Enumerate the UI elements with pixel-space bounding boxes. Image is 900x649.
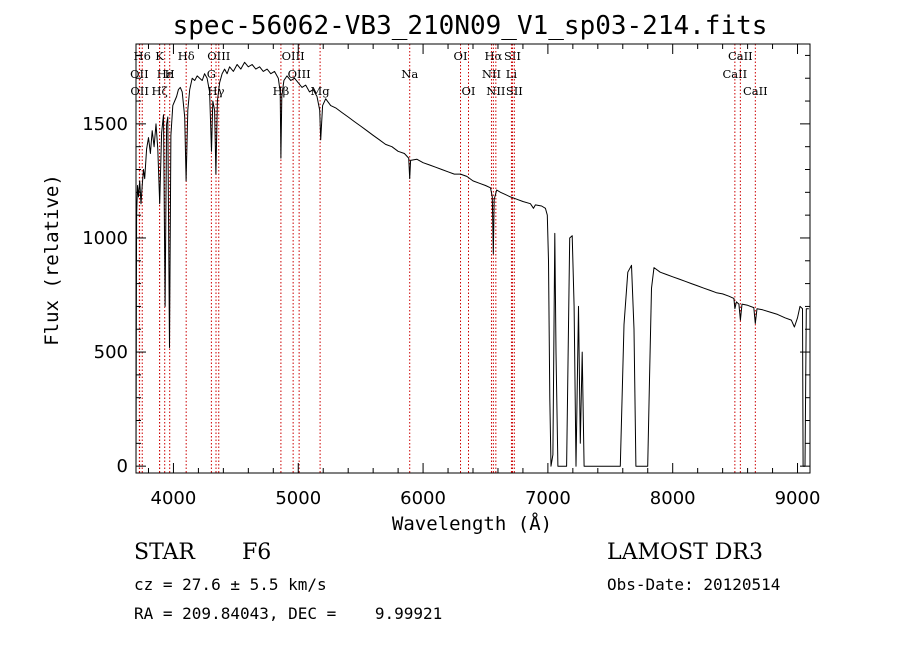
y-axis-label: Flux (relative): [41, 174, 63, 346]
marker-label-0: H6: [134, 49, 151, 63]
coordinates-readout: RA = 209.84043, DEC = 9.99921: [134, 604, 443, 623]
marker-label-15: Na: [401, 67, 418, 81]
marker-label-10: Hγ: [208, 84, 225, 98]
x-tick-label-1: 5000: [275, 488, 321, 509]
y-axis: 0 500 1000 1500: [82, 54, 810, 477]
marker-label-1: OII: [130, 67, 149, 81]
marker-label-17: OI: [462, 84, 476, 98]
y-tick-label-1: 500: [94, 342, 128, 363]
marker-label-21: SII: [504, 49, 521, 63]
marker-label-22: Li: [506, 67, 518, 81]
x-axis: 4000 5000 6000 7000 8000 9000: [147, 44, 821, 509]
x-tick-label-2: 6000: [400, 488, 446, 509]
marker-label-24: CaII: [722, 67, 747, 81]
marker-label-4: H: [165, 67, 175, 81]
x-axis-label: Wavelength (Å): [392, 512, 552, 535]
marker-label-8: G: [207, 67, 216, 81]
x-tick-label-3: 7000: [525, 488, 571, 509]
marker-label-16: OI: [454, 49, 468, 63]
marker-label-6: Hζ: [151, 84, 167, 98]
y-tick-label-0: 0: [117, 456, 128, 477]
marker-label-2: OII: [130, 84, 149, 98]
series-flux: [135, 61, 809, 467]
marker-label-11: OIII: [282, 49, 305, 63]
plot-frame: [135, 43, 811, 474]
chart-title: spec-56062-VB3_210N09_V1_sp03-214.fits: [173, 11, 768, 41]
marker-label-7: Hδ: [178, 49, 195, 63]
x-tick-label-0: 4000: [151, 488, 197, 509]
object-class: STAR: [134, 540, 195, 565]
marker-label-13: Hβ: [273, 84, 290, 98]
survey-name: LAMOST DR3: [607, 540, 763, 565]
marker-label-9: OIII: [207, 49, 230, 63]
y-tick-label-2: 1000: [82, 228, 128, 249]
series-group: [135, 61, 809, 467]
y-tick-label-3: 1500: [82, 114, 128, 135]
redshift-readout: cz = 27.6 ± 5.5 km/s: [134, 575, 327, 594]
marker-label-25: CaII: [728, 49, 753, 63]
marker-label-5: Hε: [157, 67, 173, 81]
object-subclass: F6: [242, 540, 272, 565]
marker-label-23: SII: [506, 84, 523, 98]
marker-label-26: CaII: [743, 84, 768, 98]
marker-label-19: NII: [482, 67, 501, 81]
marker-label-20: NII: [486, 84, 505, 98]
x-tick-label-5: 9000: [775, 488, 821, 509]
observation-date: Obs-Date: 20120514: [607, 575, 781, 594]
marker-label-18: Hα: [484, 49, 502, 63]
x-tick-label-4: 8000: [650, 488, 696, 509]
marker-label-12: OIII: [288, 67, 311, 81]
